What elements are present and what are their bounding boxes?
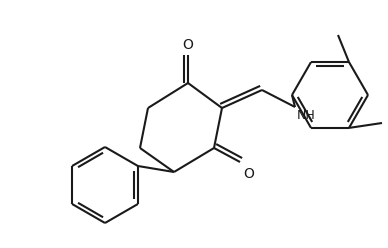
Text: O: O (243, 167, 254, 181)
Text: NH: NH (297, 109, 316, 122)
Text: O: O (183, 38, 194, 52)
